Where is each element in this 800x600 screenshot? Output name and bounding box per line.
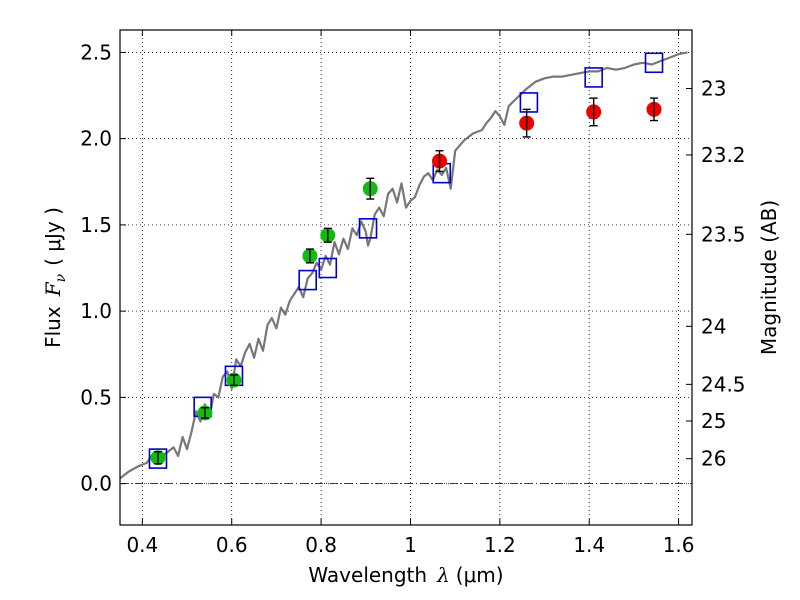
mag-tick-label: 23 (701, 76, 726, 100)
model-boxes (148, 52, 664, 469)
y-tick-label: 1.0 (80, 299, 112, 323)
x-tick-label: 1 (404, 533, 417, 557)
y-tick-label: 1.5 (80, 213, 112, 237)
mag-tick-label: 24 (701, 314, 726, 338)
mag-tick-label: 23.5 (701, 222, 746, 246)
model-box-marker (584, 67, 603, 88)
x-axis-label: Wavelength λ (μm) (308, 563, 503, 587)
x-tick-label: 1.4 (573, 533, 605, 557)
model-box-marker (519, 92, 539, 113)
x-tick-label: 0.6 (216, 533, 248, 557)
data-points (150, 97, 662, 466)
grid-lines (120, 30, 692, 525)
x-tick-label: 1.2 (484, 533, 516, 557)
model-box-marker (358, 218, 378, 239)
y-tick-label: 2.0 (80, 127, 112, 151)
y-tick-label: 2.5 (80, 40, 112, 64)
model-spectrum-line (119, 51, 688, 480)
x-tick-label: 0.8 (305, 533, 337, 557)
model-box-marker (148, 448, 168, 469)
plot-frame (119, 29, 693, 526)
magnitude-axis-label: Magnitude (AB) (757, 200, 781, 355)
model-box-marker (318, 257, 338, 279)
model-box-marker (644, 52, 664, 74)
y-tick-label: 0.5 (80, 385, 112, 409)
y-axis-label: FluxFν( μJy ) (41, 207, 69, 348)
axis-ticks: 0.4 0.6 0.8 1 1.2 1.4 1.6 0.0 0.5 1.0 1.5 2.0 2.5 23 2… (80, 30, 746, 557)
x-tick-label: 0.4 (126, 533, 158, 557)
mag-tick-label: 24.5 (701, 372, 746, 396)
mag-tick-label: 23.2 (701, 143, 746, 167)
y-tick-label: 0.0 (80, 472, 112, 496)
mag-tick-label: 25 (701, 409, 726, 433)
model-box-marker (298, 269, 317, 291)
mag-tick-label: 26 (701, 447, 726, 471)
x-tick-label: 1.6 (663, 533, 695, 557)
